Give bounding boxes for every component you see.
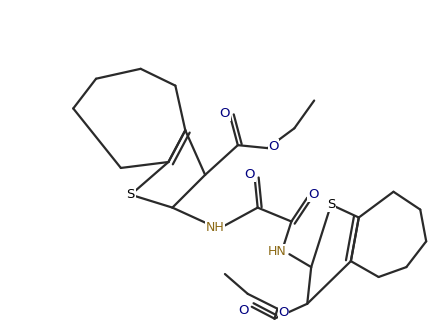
Text: O: O <box>239 304 249 317</box>
Text: O: O <box>268 140 279 153</box>
Text: O: O <box>278 306 289 319</box>
Text: S: S <box>327 198 335 211</box>
Text: S: S <box>127 188 135 201</box>
Text: O: O <box>220 107 230 120</box>
Text: HN: HN <box>268 245 287 258</box>
Text: O: O <box>244 168 255 181</box>
Text: NH: NH <box>206 221 224 234</box>
Text: O: O <box>308 188 318 201</box>
